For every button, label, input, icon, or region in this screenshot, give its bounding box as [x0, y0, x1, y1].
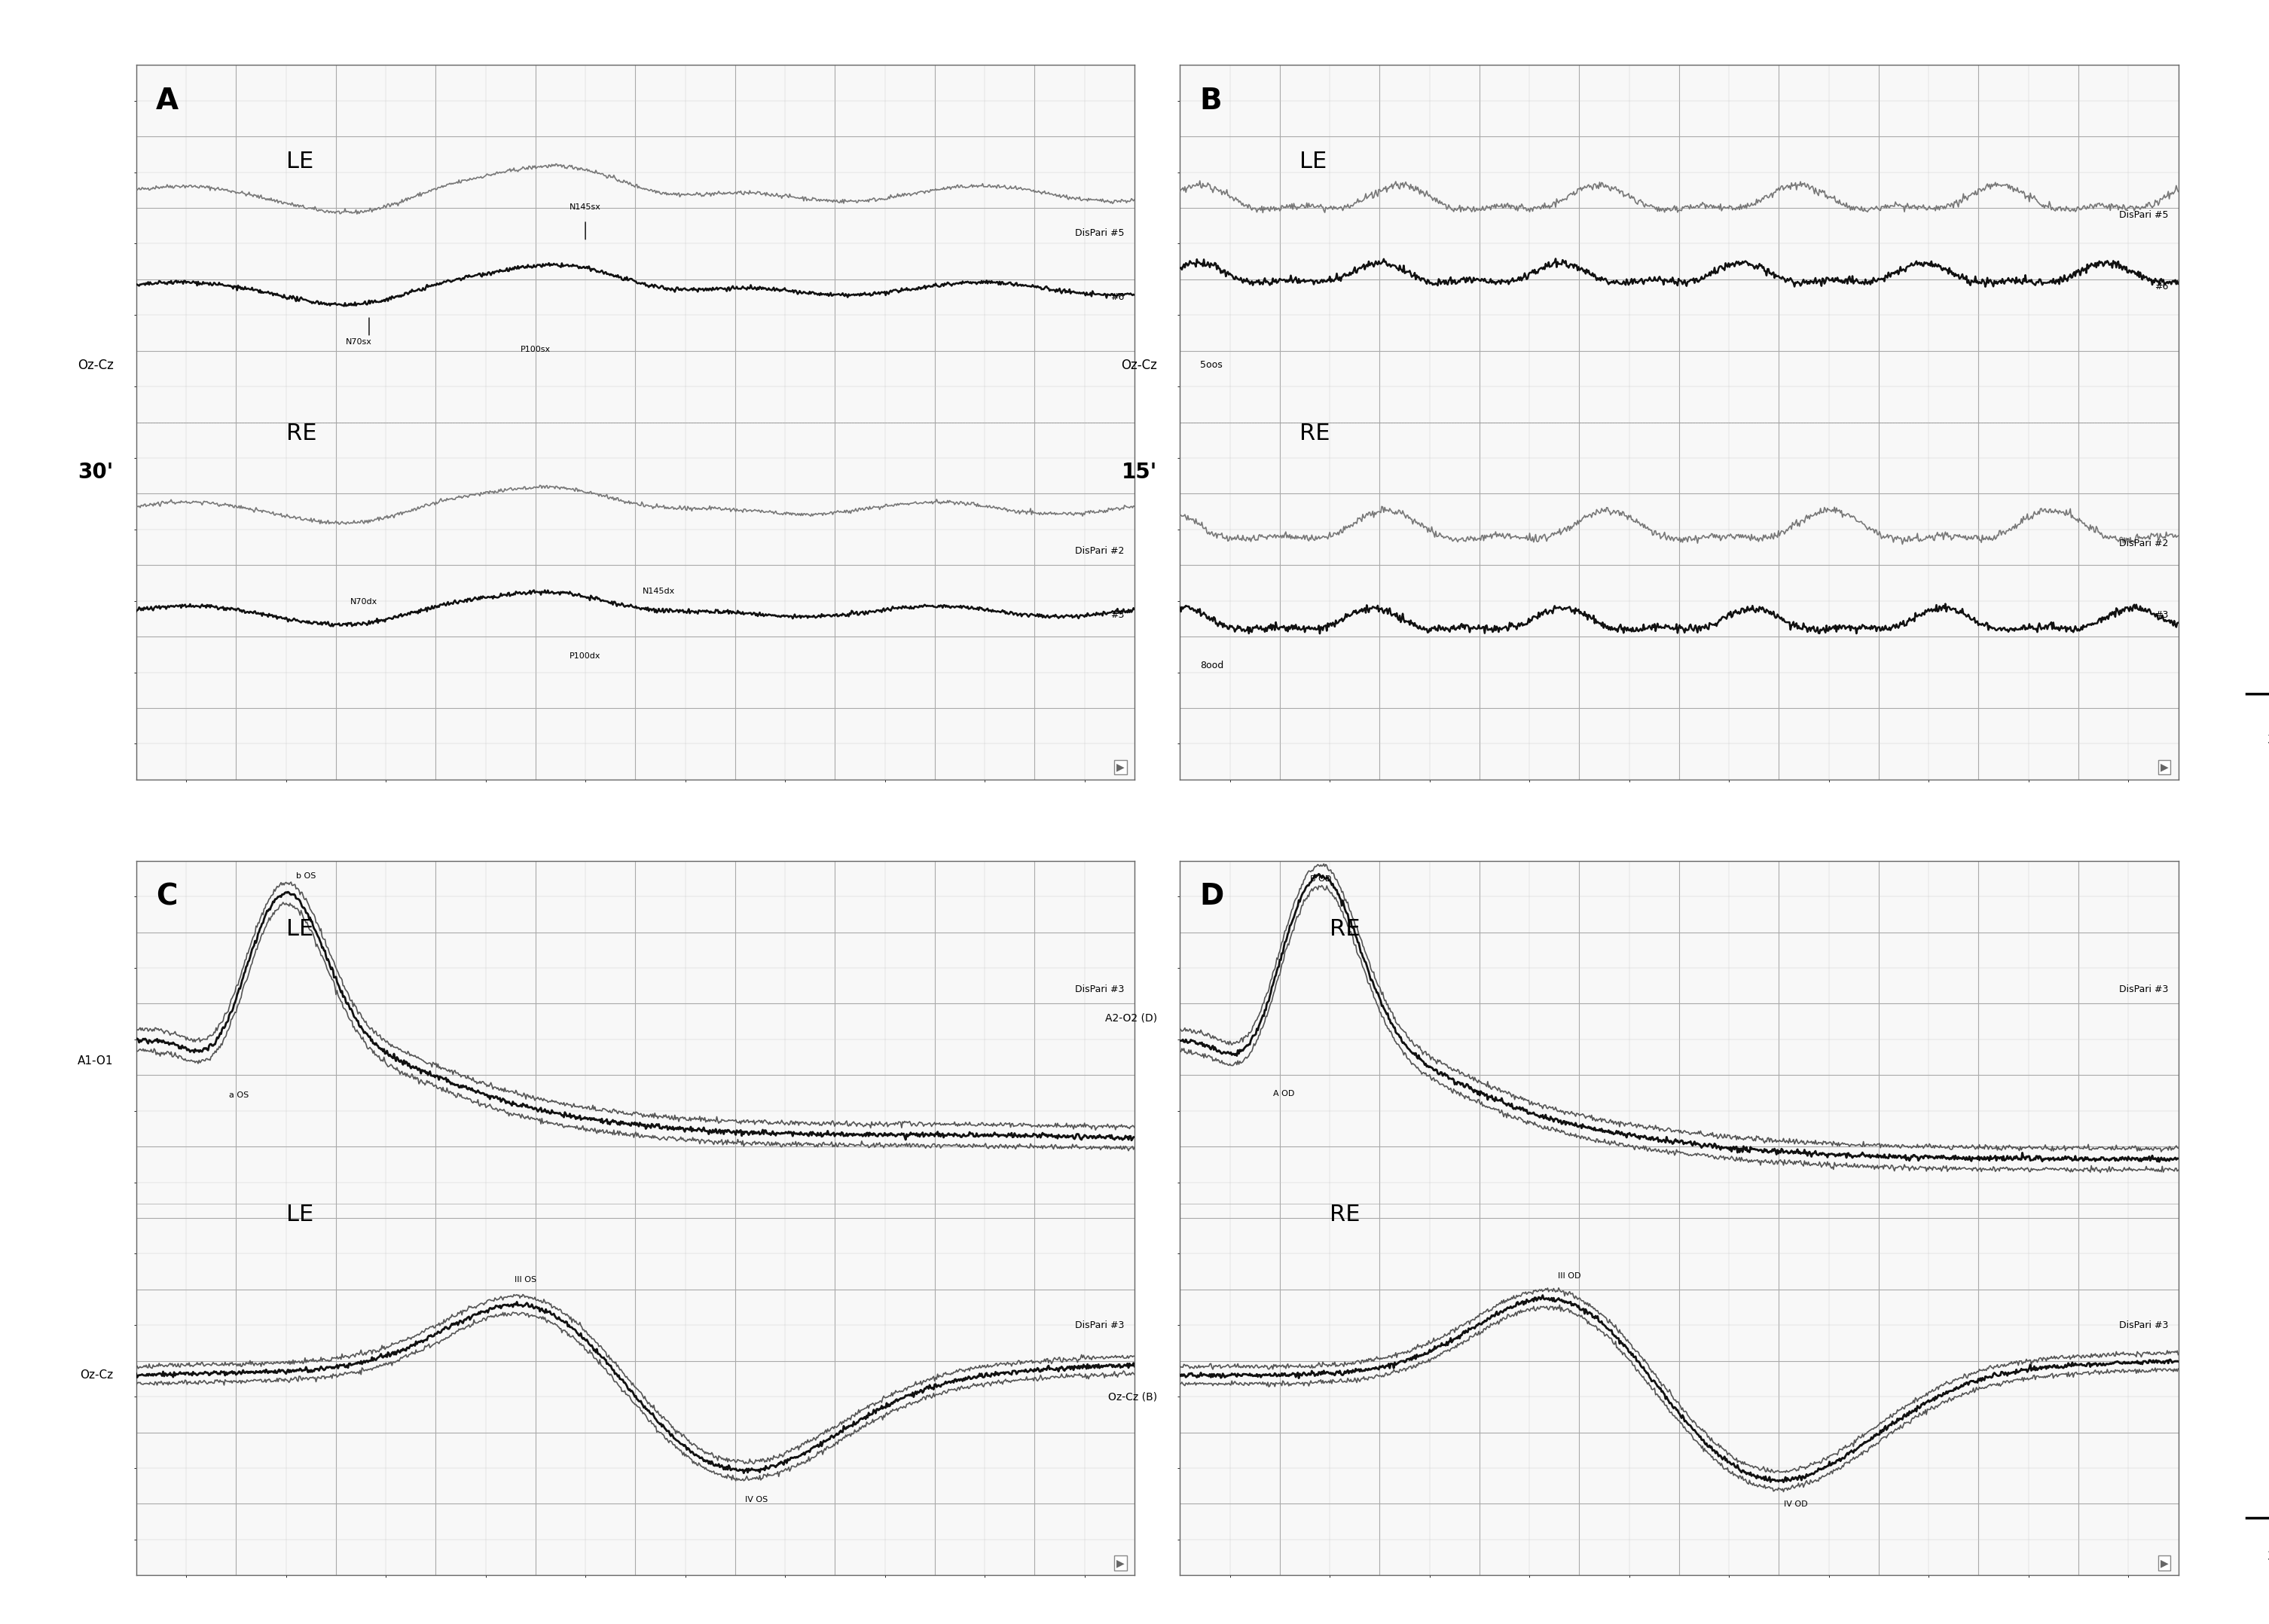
Text: 30': 30'	[77, 461, 113, 482]
Text: #3: #3	[1110, 611, 1125, 620]
Text: DisPari #3: DisPari #3	[1076, 984, 1125, 994]
Text: III OD: III OD	[1559, 1272, 1581, 1280]
Text: N145sx: N145sx	[570, 203, 601, 211]
Text: #6: #6	[2153, 281, 2169, 291]
Text: A1-O1: A1-O1	[77, 1056, 113, 1067]
Text: DisPari #2: DisPari #2	[2119, 539, 2169, 549]
Text: B: B	[1200, 86, 1223, 115]
Text: 15': 15'	[1121, 461, 1157, 482]
Text: ▶: ▶	[2160, 762, 2169, 773]
Text: A OD: A OD	[1273, 1090, 1293, 1098]
Text: #6: #6	[1110, 292, 1125, 302]
Text: IV OD: IV OD	[1783, 1501, 1808, 1507]
Text: P100sx: P100sx	[520, 346, 551, 354]
Text: IV OS: IV OS	[744, 1496, 767, 1504]
Text: DisPari #3: DisPari #3	[2119, 1320, 2169, 1330]
Text: Oz-Cz: Oz-Cz	[1121, 359, 1157, 372]
Text: a OS: a OS	[229, 1091, 250, 1099]
Text: DisPari #5: DisPari #5	[2119, 209, 2169, 219]
Text: LE: LE	[286, 918, 313, 940]
Text: DisPari #2: DisPari #2	[1076, 546, 1125, 555]
Text: B OD: B OD	[1309, 875, 1332, 883]
Text: ▶: ▶	[1116, 1557, 1125, 1569]
Text: #3: #3	[2153, 611, 2169, 620]
Text: DisPari #5: DisPari #5	[1076, 227, 1125, 237]
Text: Oz-Cz: Oz-Cz	[79, 1369, 113, 1380]
Text: III OS: III OS	[515, 1276, 535, 1285]
Text: C: C	[157, 882, 177, 911]
Text: N70sx: N70sx	[345, 338, 372, 346]
Text: RE: RE	[286, 422, 315, 443]
Text: ▶: ▶	[2160, 1557, 2169, 1569]
Text: P100dx: P100dx	[570, 651, 601, 659]
Text: b OS: b OS	[295, 872, 315, 880]
Text: N70dx: N70dx	[349, 598, 377, 606]
Text: RE: RE	[1330, 918, 1359, 940]
Text: Oz-Cz: Oz-Cz	[77, 359, 113, 372]
Text: LE: LE	[1300, 151, 1327, 172]
Text: Oz-Cz (B): Oz-Cz (B)	[1107, 1392, 1157, 1402]
Text: RE: RE	[1300, 422, 1330, 443]
Text: N145dx: N145dx	[642, 588, 674, 596]
Text: LE: LE	[286, 151, 313, 172]
Text: 8ood: 8ood	[1200, 661, 1223, 671]
Text: LE: LE	[286, 1203, 313, 1226]
Text: ▶: ▶	[1116, 762, 1125, 773]
Text: D: D	[1200, 882, 1225, 911]
Text: A2-O2 (D): A2-O2 (D)	[1105, 1013, 1157, 1023]
Text: RE: RE	[1330, 1203, 1359, 1226]
Text: DisPari #3: DisPari #3	[2119, 984, 2169, 994]
Text: DisPari #3: DisPari #3	[1076, 1320, 1125, 1330]
Text: 5oos: 5oos	[1200, 361, 1223, 370]
Text: A: A	[157, 86, 179, 115]
